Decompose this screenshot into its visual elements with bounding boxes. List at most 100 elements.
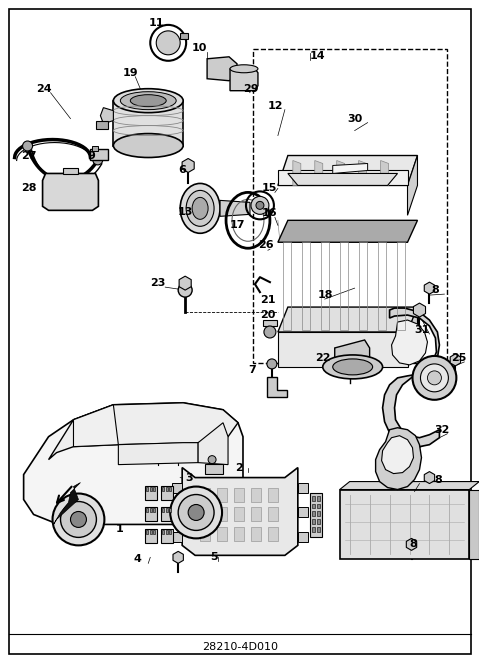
Polygon shape	[73, 405, 119, 447]
Polygon shape	[220, 200, 250, 216]
Text: 30: 30	[348, 113, 363, 123]
Polygon shape	[450, 354, 460, 366]
Text: 24: 24	[36, 84, 52, 93]
Bar	[200, 487, 210, 501]
Bar	[150, 487, 152, 491]
Ellipse shape	[113, 89, 183, 113]
Bar	[298, 507, 308, 517]
Polygon shape	[408, 307, 418, 367]
Circle shape	[251, 196, 269, 214]
Bar	[150, 530, 152, 534]
Text: 10: 10	[192, 43, 207, 53]
Bar	[96, 121, 108, 129]
Text: 1: 1	[115, 524, 123, 534]
Bar	[172, 507, 182, 517]
Text: 16: 16	[262, 208, 277, 218]
Circle shape	[93, 155, 103, 165]
Bar	[310, 493, 322, 538]
Bar	[268, 487, 278, 501]
Bar	[146, 530, 148, 534]
Bar	[312, 503, 315, 509]
Polygon shape	[469, 489, 480, 560]
Bar	[146, 509, 148, 512]
Ellipse shape	[120, 91, 176, 109]
Polygon shape	[293, 160, 301, 186]
Text: 4: 4	[133, 554, 141, 564]
Polygon shape	[382, 436, 413, 473]
Polygon shape	[392, 320, 428, 365]
Bar	[162, 487, 164, 491]
Text: 2: 2	[235, 463, 243, 473]
Bar	[166, 487, 168, 491]
Ellipse shape	[180, 184, 220, 233]
Circle shape	[264, 326, 276, 338]
Circle shape	[428, 371, 442, 385]
Text: 17: 17	[230, 220, 246, 230]
Bar	[145, 485, 157, 499]
Bar	[200, 528, 210, 542]
Bar	[312, 519, 315, 524]
Circle shape	[178, 283, 192, 297]
Bar	[217, 507, 227, 521]
Bar	[317, 503, 320, 509]
Text: 8: 8	[434, 475, 442, 485]
Ellipse shape	[333, 359, 372, 375]
Bar	[251, 528, 261, 542]
Bar	[180, 33, 188, 39]
Polygon shape	[381, 160, 389, 186]
Bar	[268, 507, 278, 521]
Polygon shape	[207, 57, 237, 81]
Polygon shape	[24, 403, 243, 524]
Circle shape	[60, 501, 96, 538]
Text: 9: 9	[87, 151, 96, 160]
Bar	[234, 507, 244, 521]
Circle shape	[71, 511, 86, 528]
Polygon shape	[113, 101, 183, 146]
Text: 23: 23	[150, 278, 166, 288]
Bar	[145, 530, 157, 544]
Polygon shape	[198, 423, 228, 465]
Bar	[205, 463, 223, 473]
Polygon shape	[376, 428, 421, 489]
Ellipse shape	[323, 355, 383, 379]
Polygon shape	[336, 160, 345, 186]
Bar	[317, 511, 320, 516]
Polygon shape	[179, 276, 191, 290]
Polygon shape	[278, 220, 418, 242]
Text: 20: 20	[260, 310, 276, 320]
Circle shape	[256, 202, 264, 210]
Polygon shape	[333, 164, 368, 174]
Bar	[161, 530, 173, 544]
Circle shape	[52, 493, 104, 546]
Circle shape	[267, 359, 277, 369]
Text: 15: 15	[262, 184, 277, 194]
Bar	[161, 485, 173, 499]
Text: 6: 6	[178, 166, 186, 176]
Text: 31: 31	[415, 325, 430, 335]
Bar	[253, 49, 447, 363]
Text: 26: 26	[258, 240, 274, 250]
Bar	[153, 530, 155, 534]
Bar	[317, 528, 320, 532]
Text: 22: 22	[315, 353, 330, 363]
Polygon shape	[413, 303, 426, 317]
Bar	[317, 495, 320, 501]
Text: 13: 13	[178, 208, 193, 217]
Ellipse shape	[113, 133, 183, 158]
Polygon shape	[335, 340, 370, 368]
Circle shape	[23, 141, 33, 151]
Circle shape	[156, 31, 180, 55]
Polygon shape	[408, 156, 418, 215]
Polygon shape	[340, 489, 469, 560]
Bar	[217, 487, 227, 501]
Text: 32: 32	[434, 425, 450, 435]
Polygon shape	[407, 538, 417, 550]
Bar	[166, 530, 168, 534]
Text: 12: 12	[268, 101, 283, 111]
Polygon shape	[424, 282, 434, 294]
Bar	[166, 509, 168, 512]
Circle shape	[170, 487, 222, 538]
Bar	[162, 509, 164, 512]
Bar	[169, 530, 171, 534]
Bar	[90, 149, 108, 160]
